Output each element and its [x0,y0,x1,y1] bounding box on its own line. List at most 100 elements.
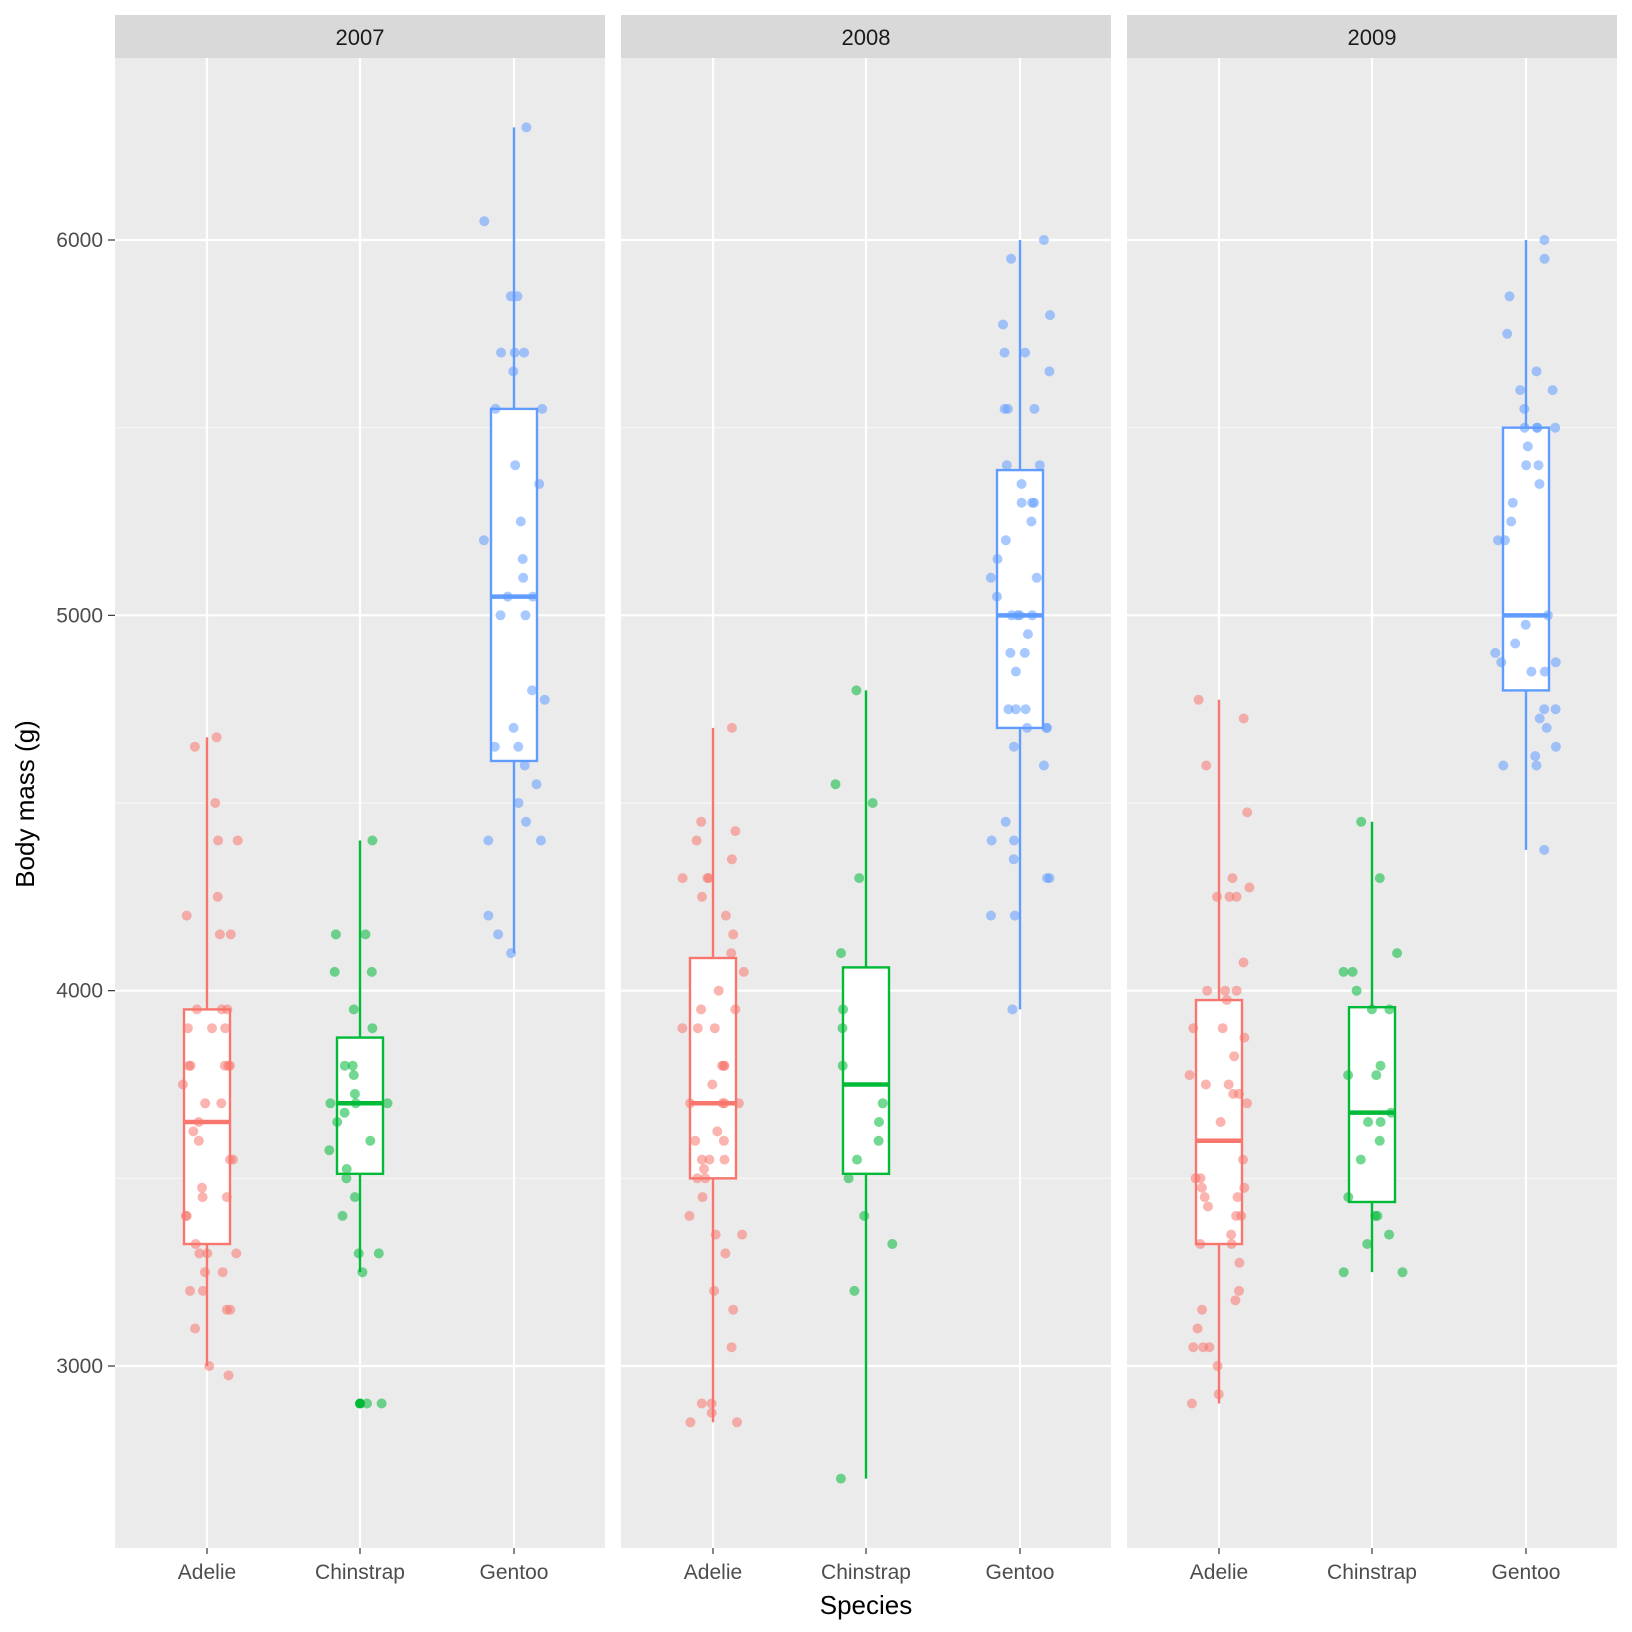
data-point [985,572,996,583]
data-point [677,873,688,884]
boxplot-adelie-2008 [677,722,749,1428]
data-point [1201,760,1212,771]
data-point [1022,722,1033,733]
data-point [223,1370,234,1381]
data-point [506,948,517,959]
data-point [518,572,529,583]
data-point [1226,1229,1237,1240]
facet-panel-2009: 2009 Adelie Chinstrap Gentoo [1127,15,1617,1584]
data-point [1539,253,1550,264]
data-point [1000,535,1011,546]
data-point [216,1098,227,1109]
data-point [513,798,524,808]
data-point [1020,704,1031,715]
data-point [1550,657,1561,668]
facet-strip-label: 2009 [1348,25,1397,50]
x-tick-label: Adelie [178,1561,236,1584]
data-point [1195,1239,1206,1249]
data-point [1539,704,1550,715]
data-point [992,554,1003,564]
data-point [1384,1004,1395,1015]
data-point [1038,235,1049,245]
data-point [1193,694,1204,705]
data-point [180,1210,191,1221]
data-point [849,1285,860,1296]
data-point [843,1173,854,1184]
boxplot-gentoo-2008 [985,235,1055,1015]
data-point [1016,497,1027,508]
data-point [1003,704,1014,715]
data-point [508,366,519,377]
data-point [1006,253,1017,264]
data-point [1238,713,1249,724]
y-tick-label: 4000 [56,980,103,1003]
data-point [177,1079,188,1090]
data-point [1500,535,1510,546]
x-axis-title: Species [820,1590,913,1620]
data-point [1231,985,1242,996]
data-point [1347,966,1358,977]
data-point [1223,1079,1234,1090]
data-point [726,722,737,733]
data-point [1212,1361,1223,1371]
data-point [1045,310,1055,321]
data-point [699,1164,709,1174]
data-point [728,929,739,940]
data-point [1010,666,1021,677]
data-point [367,1023,378,1034]
data-point [198,1285,208,1296]
data-point [1519,422,1530,433]
data-point [1338,966,1349,977]
data-point [1534,479,1545,489]
data-point [1231,891,1242,902]
data-point [1386,1107,1397,1118]
data-point [1244,882,1255,893]
data-point [188,1126,199,1137]
data-point [367,835,378,846]
data-point [726,854,737,865]
data-point [1022,629,1033,640]
data-point [696,1004,707,1015]
data-point [502,591,513,602]
data-point [539,694,550,705]
data-point [1539,235,1550,245]
x-tick-label: Chinstrap [315,1561,405,1584]
box-iqr [182,1008,232,1246]
data-point [1188,1023,1199,1034]
data-point [1343,1192,1354,1203]
data-point [332,1117,343,1127]
data-point [493,929,504,940]
data-point [1356,816,1367,827]
data-point [376,1398,387,1409]
data-point [1493,535,1503,546]
data-point [223,1060,234,1071]
x-tick-label: Gentoo [480,1561,549,1584]
data-point [1196,1182,1207,1193]
data-point [1338,1267,1349,1278]
data-point [1542,610,1553,621]
data-point [1375,1117,1386,1127]
data-point [837,1023,848,1034]
data-point [1519,403,1530,414]
data-point [337,1210,348,1221]
data-point [691,835,702,846]
data-point [1029,403,1040,414]
data-point [1202,985,1213,996]
data-point [718,1135,729,1146]
data-point [867,798,878,808]
data-point [732,1417,742,1428]
data-point [216,1004,227,1015]
data-point [1496,657,1507,668]
data-point [696,1154,707,1165]
y-axis: 3000 4000 5000 6000 [56,229,115,1378]
data-point [718,1060,729,1071]
data-point [1008,741,1019,752]
data-point [1020,347,1031,358]
data-point [339,1060,350,1071]
data-point [874,1117,884,1127]
data-point [1009,835,1019,846]
data-point [1520,619,1531,630]
box-iqr [1501,426,1551,692]
data-point [1000,816,1011,827]
data-point [347,1060,358,1071]
